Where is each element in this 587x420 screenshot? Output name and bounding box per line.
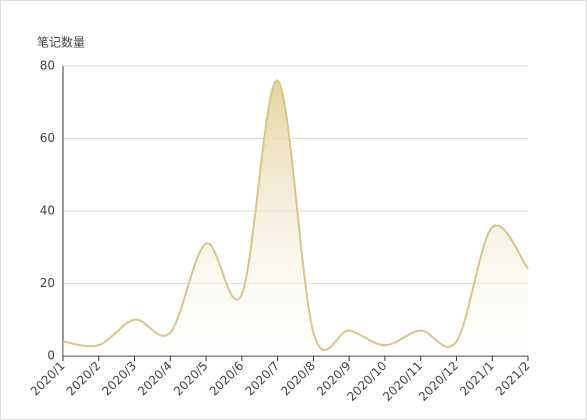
y-tick-label: 0 [47,349,55,363]
x-tick-label: 2020/8 [278,359,318,399]
x-tick-label: 2020/12 [416,359,461,404]
x-tick-label: 2020/5 [171,359,211,399]
y-tick-label: 60 [40,131,55,145]
x-tick-label: 2020/4 [135,359,175,399]
y-tick-label: 40 [40,204,55,218]
x-tick-label: 2020/3 [99,359,139,399]
line [62,79,529,351]
x-tick-label: 2021/1 [457,359,497,399]
y-tick-label: 80 [40,59,55,73]
y-axis-label: 笔记数量 [37,35,85,50]
y-tick-label: 20 [40,276,55,290]
x-tick-label: 2020/7 [242,359,282,399]
x-tick-label: 2020/6 [207,359,247,399]
x-tick-label: 2021/2 [493,359,533,399]
line-area [63,80,528,356]
x-tick-label: 2020/1 [28,359,68,399]
x-tick-label: 2020/2 [64,359,104,399]
